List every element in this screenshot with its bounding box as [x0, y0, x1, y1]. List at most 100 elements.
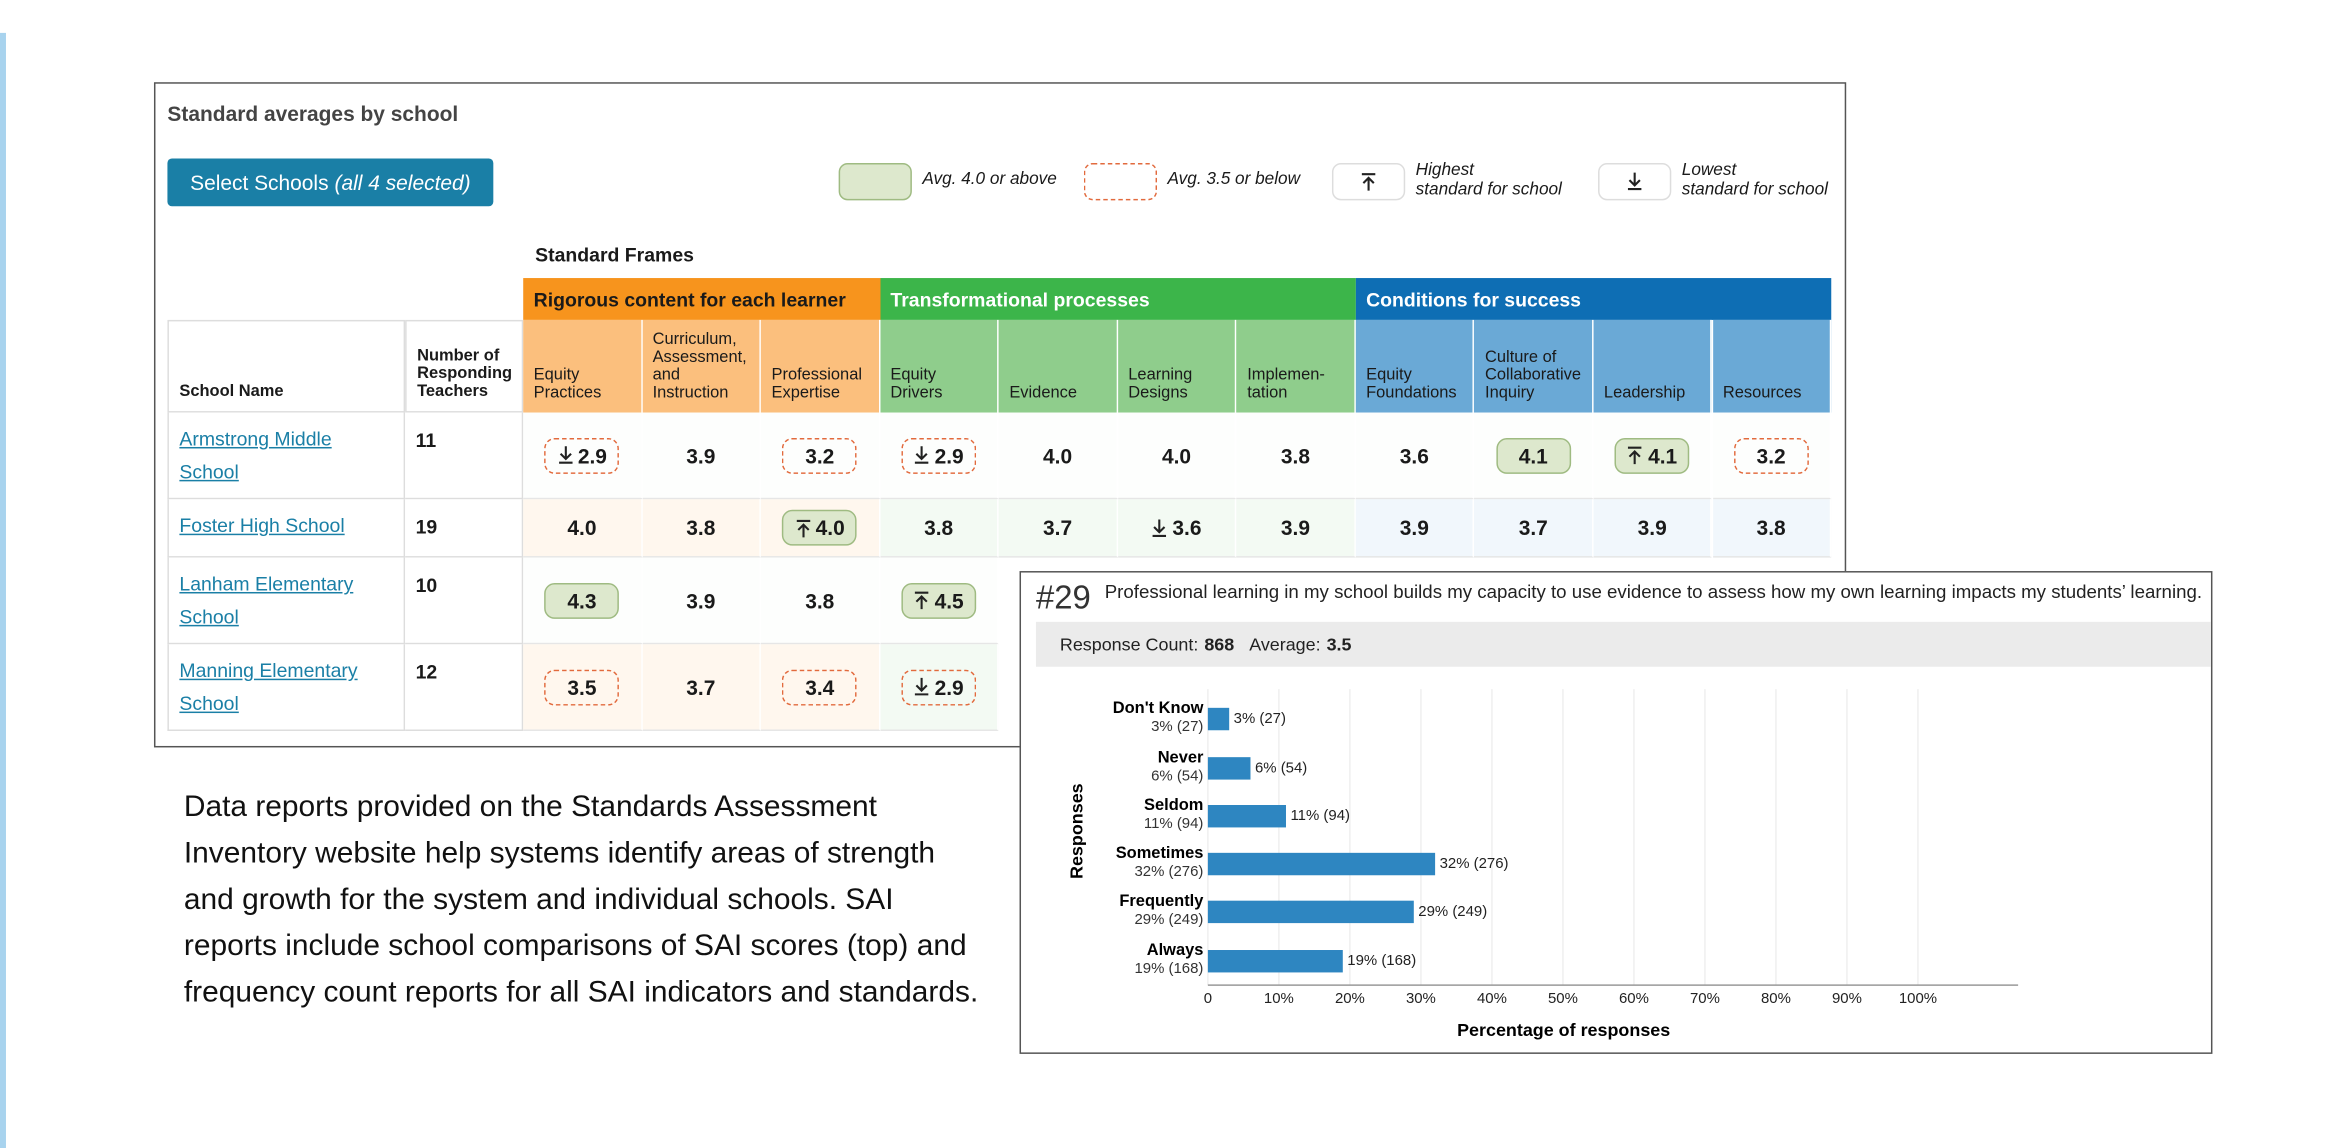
column-header: Equity Foundations — [1355, 319, 1475, 413]
category-sublabel: 29% (249) — [1134, 911, 1203, 928]
bar — [1207, 707, 1230, 731]
stats-band — [1035, 621, 2211, 667]
score-cell: 3.9 — [1236, 499, 1356, 558]
score-cell: 2.9 — [879, 412, 999, 500]
average-label: Average: — [1249, 634, 1320, 654]
chart-panel: #29 Professional learning in my school bu… — [1019, 571, 2213, 1054]
score-cell: 4.0 — [998, 412, 1118, 500]
column-header: Professional Expertise — [761, 319, 880, 413]
teacher-count: 19 — [405, 499, 524, 558]
school-link[interactable]: Armstrong Middle School — [179, 427, 332, 483]
question-number: #29 — [1036, 578, 1091, 615]
score: 4.1 — [1614, 437, 1690, 474]
score: 3.8 — [663, 510, 738, 546]
count-label: Response Count: — [1060, 634, 1198, 654]
score-value: 3.7 — [686, 674, 716, 699]
score: 4.0 — [782, 509, 858, 546]
score: 3.8 — [1258, 437, 1333, 473]
score-value: 3.9 — [1637, 515, 1667, 540]
score: 4.0 — [545, 510, 620, 546]
group-header: Conditions for success — [1355, 278, 1832, 320]
bar-value-label: 3% (27) — [1234, 710, 1286, 727]
score-value: 3.9 — [1280, 515, 1310, 540]
score: 3.2 — [782, 437, 858, 474]
bar-value-label: 19% (168) — [1347, 952, 1416, 969]
column-header: Resources — [1712, 319, 1832, 413]
score-value: 3.9 — [686, 443, 716, 468]
score: 3.4 — [782, 668, 858, 705]
school-link[interactable]: Manning Elementary School — [179, 659, 358, 715]
highest-icon — [1361, 173, 1376, 191]
score-value: 3.9 — [1399, 515, 1429, 540]
category-sublabel: 19% (168) — [1134, 960, 1203, 977]
legend-label: Avg. 4.0 or above — [922, 170, 1056, 189]
score-value: 3.6 — [1399, 443, 1429, 468]
x-tick-label: 10% — [1264, 990, 1294, 1007]
column-header: Culture of Collaborative Inquiry — [1474, 319, 1594, 413]
school-cell: Lanham Elementary School — [167, 557, 406, 645]
x-tick-label: 80% — [1761, 990, 1791, 1007]
x-tick-label: 30% — [1406, 990, 1436, 1007]
bar-value-label: 11% (94) — [1290, 807, 1350, 824]
score-cell: 3.2 — [761, 412, 880, 500]
score: 4.1 — [1495, 437, 1571, 474]
score-value: 4.3 — [567, 588, 597, 613]
score-value: 3.2 — [1756, 443, 1786, 468]
score: 4.3 — [544, 582, 620, 619]
legend-line: Lowest — [1681, 161, 1737, 180]
school-link[interactable]: Lanham Elementary School — [179, 572, 354, 628]
category-label: Frequently — [1119, 892, 1204, 910]
score-value: 4.0 — [815, 515, 845, 540]
score-value: 3.8 — [1280, 443, 1310, 468]
group-header: Transformational processes — [879, 278, 1356, 320]
legend-line: Avg. 3.5 or below — [1167, 170, 1301, 189]
x-tick-label: 20% — [1335, 990, 1365, 1007]
score: 3.9 — [663, 437, 738, 473]
score-value: 4.5 — [934, 588, 964, 613]
score-cell: 4.1 — [1593, 412, 1713, 500]
category-label: Don't Know — [1113, 699, 1204, 717]
legend-label: Highest standard for school — [1416, 161, 1562, 200]
score-value: 3.5 — [567, 674, 597, 699]
score: 4.5 — [901, 582, 977, 619]
highest-icon — [915, 591, 929, 610]
school-cell: Foster High School — [167, 499, 406, 558]
score-cell: 4.5 — [879, 557, 999, 645]
score-value: 4.1 — [1648, 443, 1678, 468]
bar-value-label: 6% (54) — [1255, 759, 1307, 776]
score-value: 2.9 — [577, 443, 607, 468]
school-cell: Manning Elementary School — [167, 644, 406, 732]
score-value: 3.8 — [924, 515, 954, 540]
category-label: Seldom — [1144, 796, 1203, 814]
score-value: 4.0 — [1161, 443, 1192, 468]
category-sublabel: 3% (27) — [1151, 718, 1203, 735]
score: 3.6 — [1139, 510, 1214, 546]
score: 3.7 — [663, 669, 738, 705]
score: 3.7 — [1020, 510, 1095, 546]
legend-line: standard for school — [1415, 180, 1562, 199]
score-cell: 3.8 — [879, 499, 999, 558]
score-cell: 3.2 — [1712, 412, 1832, 500]
select-schools-button[interactable]: Select Schools (all 4 selected) — [167, 158, 494, 207]
score-cell: 3.9 — [642, 412, 762, 500]
score-value: 3.4 — [805, 674, 835, 699]
bar — [1207, 950, 1343, 973]
score-value: 3.7 — [1043, 515, 1073, 540]
score: 2.9 — [901, 437, 977, 474]
school-cell: Armstrong Middle School — [167, 412, 406, 500]
score-cell: 3.4 — [761, 644, 880, 732]
column-header: Leadership — [1593, 319, 1713, 413]
category-sublabel: 6% (54) — [1151, 767, 1203, 784]
table-title: Standard averages by school — [167, 101, 459, 126]
lowest-icon — [1152, 518, 1167, 537]
score-cell: 2.9 — [879, 644, 999, 732]
group-header: Rigorous content for each learner — [523, 278, 880, 320]
category-label: Never — [1158, 748, 1204, 766]
score: 4.0 — [1139, 437, 1214, 473]
column-header: School Name — [167, 319, 406, 413]
category-sublabel: 32% (276) — [1134, 863, 1203, 880]
lowest-icon — [558, 446, 572, 464]
school-link[interactable]: Foster High School — [179, 514, 345, 537]
